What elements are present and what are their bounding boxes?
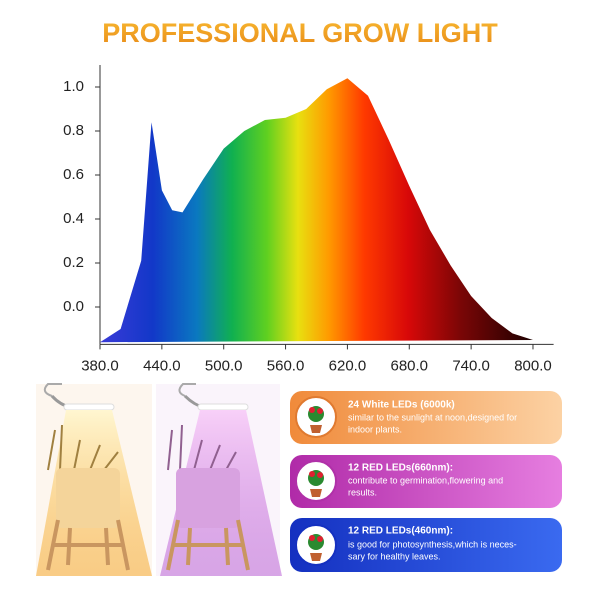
card-text: results. <box>348 487 377 497</box>
x-tick-label: 680.0 <box>390 357 428 374</box>
y-tick-label: 0.4 <box>63 210 84 227</box>
card: 12 RED LEDs(460nm): is good for photosyn… <box>290 518 562 572</box>
x-tick-label: 740.0 <box>452 357 490 374</box>
plot: 0.0 0.2 0.4 0.6 0.8 1.0 380.0 440.0 500.0 560.0 62… <box>63 65 554 374</box>
y-tick-label: 0.6 <box>63 166 84 183</box>
x-tick-label: 380.0 <box>81 357 119 374</box>
x-tick-label: 560.0 <box>267 357 305 374</box>
y-tick-label: 0.0 <box>63 298 84 315</box>
card: 12 RED LEDs(660nm): contribute to germin… <box>290 455 562 508</box>
card-text: is good for photosynthesis,which is nece… <box>348 539 517 549</box>
spectrum-area <box>100 78 533 343</box>
card-title: 12 RED LEDs(460nm): <box>348 526 453 537</box>
y-tick-label: 0.8 <box>63 122 84 139</box>
card-text: indoor plants. <box>348 424 402 434</box>
card-text: contribute to germination,flowering and <box>348 475 503 485</box>
x-tick-label: 620.0 <box>329 357 367 374</box>
y-tick-label: 1.0 <box>63 78 84 95</box>
chart-title: PROFESSIONAL GROW LIGHT <box>102 18 498 48</box>
x-tick-label: 800.0 <box>514 357 552 374</box>
y-tick-label: 0.2 <box>63 254 84 271</box>
card-text: similar to the sunlight at noon,designed… <box>348 412 517 422</box>
x-tick-label: 440.0 <box>143 357 181 374</box>
card-text: sary for healthy leaves. <box>348 551 441 561</box>
x-tick-label: 500.0 <box>205 357 243 374</box>
lamp-illustration-warm <box>36 383 152 576</box>
card-title: 12 RED LEDs(660nm): <box>348 463 453 474</box>
card: 24 White LEDs (6000k) similar to the sun… <box>290 391 562 444</box>
card-title: 24 White LEDs (6000k) <box>348 400 455 411</box>
lamp-illustration-purple <box>156 383 282 576</box>
